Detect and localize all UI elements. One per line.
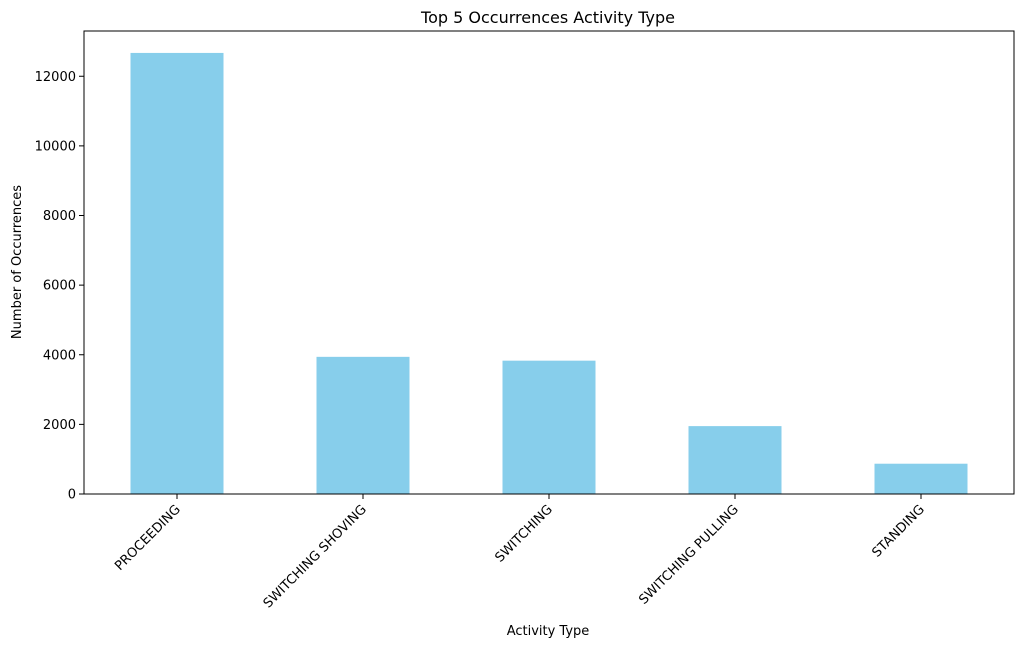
y-tick-label: 6000 — [43, 279, 76, 294]
bar-switching — [502, 360, 596, 494]
x-axis-title: Activity Type — [507, 624, 590, 639]
y-axis-title: Number of Occurrences — [10, 185, 25, 339]
x-tick-label: PROCEEDING — [112, 502, 184, 574]
x-tick-label: SWITCHING SHOVING — [261, 502, 370, 611]
chart-title: Top 5 Occurrences Activity Type — [420, 8, 675, 27]
bar-standing — [874, 463, 968, 494]
y-tick-label: 0 — [68, 488, 76, 503]
plot-frame — [83, 30, 1015, 495]
y-tick-label: 10000 — [35, 139, 76, 154]
y-tick-label: 12000 — [35, 70, 76, 85]
bar-proceeding — [130, 52, 224, 494]
y-tick-label: 4000 — [43, 348, 76, 363]
bar-switching-shoving — [316, 356, 410, 494]
x-tick-label: SWITCHING — [492, 502, 555, 565]
y-axis-ticks: 0 2000 4000 6000 8000 10000 12000 — [35, 70, 84, 503]
bar-switching-pulling — [688, 426, 782, 494]
bars-layer — [130, 52, 968, 494]
x-axis-ticks: PROCEEDING SWITCHING SHOVING SWITCHING SWIT… — [112, 494, 928, 611]
x-tick-label: STANDING — [870, 502, 928, 560]
x-tick-label: SWITCHING PULLING — [636, 502, 742, 608]
y-tick-label: 8000 — [43, 209, 76, 224]
y-tick-label: 2000 — [43, 418, 76, 433]
